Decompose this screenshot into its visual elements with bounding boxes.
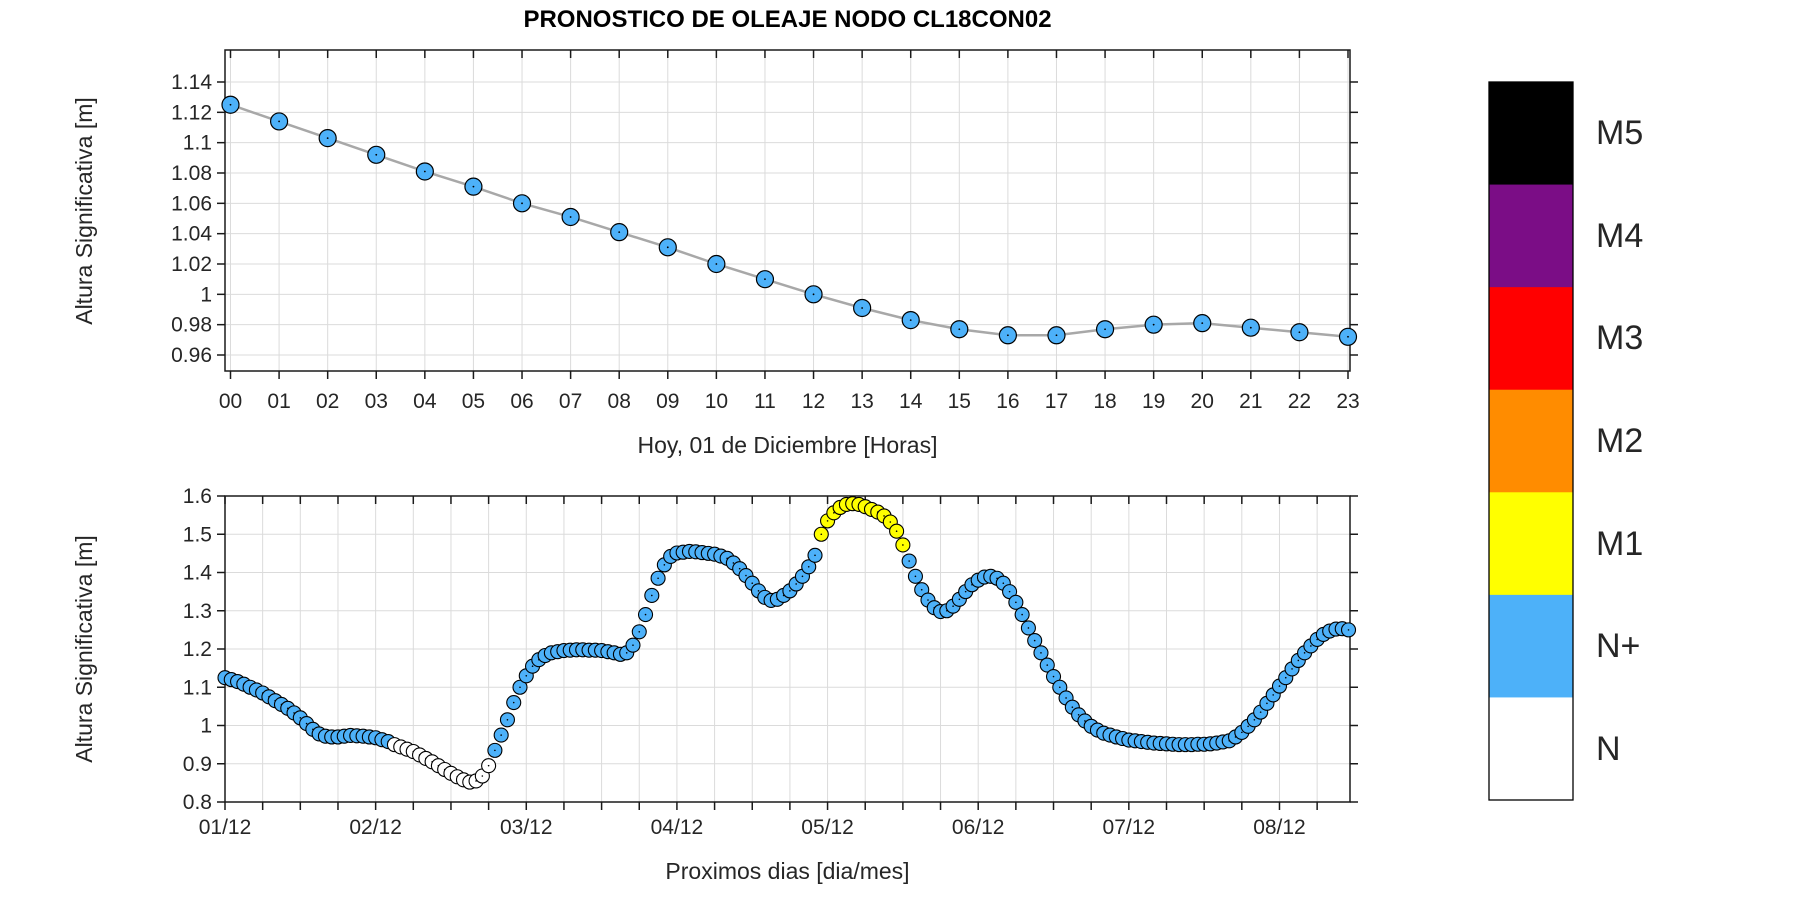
- svg-text:01: 01: [267, 390, 290, 413]
- svg-text:1: 1: [200, 715, 212, 738]
- svg-text:03: 03: [365, 390, 388, 413]
- svg-text:1.14: 1.14: [171, 71, 212, 94]
- svg-text:1.5: 1.5: [183, 523, 212, 546]
- svg-text:1.02: 1.02: [171, 253, 212, 276]
- legend-label-nplus: N+: [1596, 627, 1641, 665]
- svg-text:17: 17: [1045, 390, 1068, 413]
- figure-title: PRONOSTICO DE OLEAJE NODO CL18CON02: [523, 6, 1052, 33]
- colorbar-segment-m3: [1489, 287, 1573, 391]
- svg-text:0.98: 0.98: [171, 314, 212, 337]
- colorbar-segment-nplus: [1489, 594, 1573, 698]
- svg-text:02: 02: [316, 390, 339, 413]
- legend-label-m2: M2: [1596, 422, 1644, 460]
- svg-text:06: 06: [510, 390, 533, 413]
- svg-text:0.9: 0.9: [183, 753, 212, 776]
- svg-text:18: 18: [1093, 390, 1116, 413]
- colorbar-segment-m1: [1489, 492, 1573, 596]
- top-plot-x-axis-label: Hoy, 01 de Diciembre [Horas]: [637, 432, 938, 458]
- svg-text:1.04: 1.04: [171, 223, 212, 246]
- colorbar-segment-m4: [1489, 184, 1573, 288]
- svg-text:07/12: 07/12: [1103, 816, 1156, 839]
- svg-text:1: 1: [200, 283, 212, 306]
- svg-text:0.96: 0.96: [171, 344, 212, 367]
- svg-text:01/12: 01/12: [199, 816, 252, 839]
- legend-label-n: N: [1596, 730, 1621, 768]
- svg-text:1.3: 1.3: [183, 600, 212, 623]
- svg-text:07: 07: [559, 390, 582, 413]
- legend-label-m5: M5: [1596, 114, 1644, 152]
- svg-text:14: 14: [899, 390, 923, 413]
- svg-text:1.1: 1.1: [183, 676, 212, 699]
- svg-text:13: 13: [850, 390, 873, 413]
- colorbar-segment-m5: [1489, 82, 1573, 186]
- colorbar-segment-m2: [1489, 389, 1573, 493]
- svg-text:1.08: 1.08: [171, 162, 212, 185]
- svg-text:0.8: 0.8: [183, 791, 212, 814]
- colorbar-segment-n: [1489, 697, 1573, 801]
- svg-text:1.06: 1.06: [171, 192, 212, 215]
- svg-text:1.12: 1.12: [171, 101, 212, 124]
- svg-text:04: 04: [413, 390, 437, 413]
- svg-text:02/12: 02/12: [349, 816, 402, 839]
- svg-text:1.2: 1.2: [183, 638, 212, 661]
- legend-label-m3: M3: [1596, 319, 1644, 357]
- svg-text:05/12: 05/12: [801, 816, 854, 839]
- svg-text:05: 05: [462, 390, 485, 413]
- legend-label-m1: M1: [1596, 525, 1644, 563]
- svg-text:08: 08: [608, 390, 631, 413]
- svg-text:04/12: 04/12: [651, 816, 704, 839]
- svg-text:22: 22: [1288, 390, 1311, 413]
- svg-text:1.6: 1.6: [183, 485, 212, 508]
- svg-text:20: 20: [1191, 390, 1214, 413]
- svg-text:23: 23: [1336, 390, 1359, 413]
- bottom-plot-x-axis-label: Proximos dias [dia/mes]: [665, 858, 910, 884]
- svg-text:1.4: 1.4: [183, 562, 213, 585]
- svg-text:21: 21: [1239, 390, 1262, 413]
- svg-text:00: 00: [219, 390, 242, 413]
- svg-text:19: 19: [1142, 390, 1165, 413]
- svg-text:06/12: 06/12: [952, 816, 1005, 839]
- svg-text:11: 11: [754, 390, 776, 413]
- legend-label-m4: M4: [1596, 217, 1644, 255]
- svg-text:09: 09: [656, 390, 679, 413]
- svg-text:1.1: 1.1: [183, 132, 212, 155]
- svg-text:03/12: 03/12: [500, 816, 553, 839]
- svg-text:15: 15: [948, 390, 971, 413]
- svg-text:16: 16: [996, 390, 1019, 413]
- svg-text:12: 12: [802, 390, 825, 413]
- svg-text:10: 10: [705, 390, 728, 413]
- svg-text:08/12: 08/12: [1253, 816, 1306, 839]
